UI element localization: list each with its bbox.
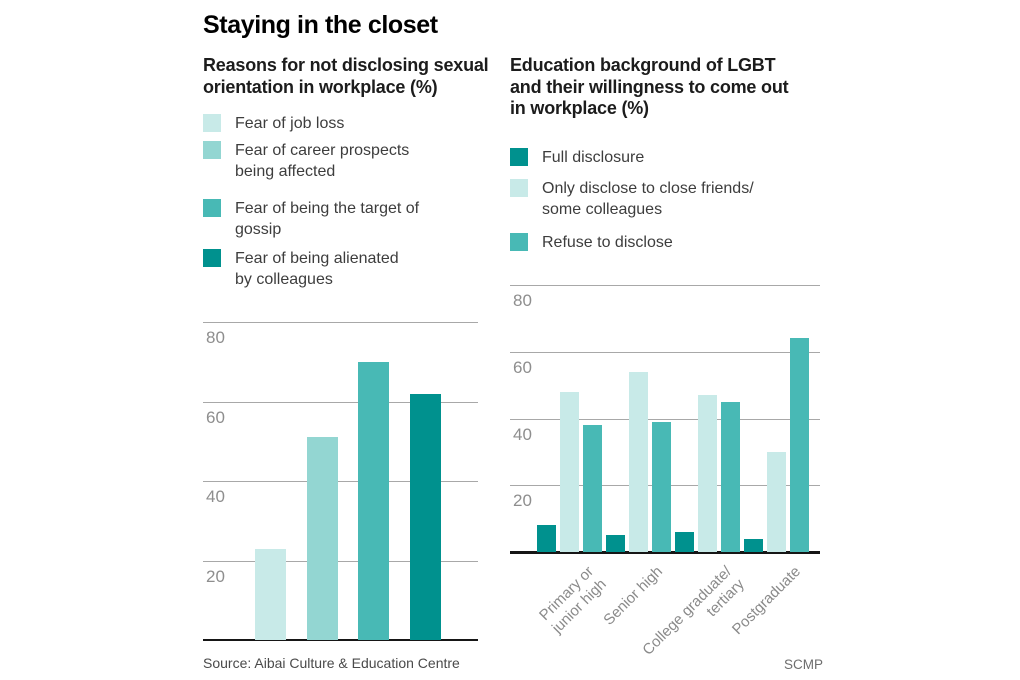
right-chart-title: Education background of LGBT and their w… [510, 55, 789, 118]
bar [560, 391, 579, 552]
source-note: Source: Aibai Culture & Education Centre [203, 655, 460, 671]
y-axis-tick-label: 60 [206, 407, 225, 427]
y-axis-tick-label: 60 [513, 357, 532, 377]
bar [358, 361, 390, 640]
y-axis-tick-label: 80 [513, 291, 532, 310]
bar [767, 451, 786, 552]
y-axis-tick-label: 80 [206, 328, 225, 347]
left-chart-plot: 80 60 40 20 [203, 322, 478, 641]
legend-item: Full disclosure [510, 147, 644, 168]
x-axis-category-label: Primary or junior high [536, 563, 610, 637]
legend-item: Refuse to disclose [510, 232, 673, 253]
x-axis-line [203, 639, 478, 641]
left-chart-title: Reasons for not disclosing sexual orient… [203, 55, 489, 97]
right-chart-plot: 80 60 40 20 Primary or junior high Senior hig… [510, 285, 820, 659]
gridline [510, 351, 820, 353]
x-axis-line [510, 551, 820, 554]
gridline [203, 560, 478, 562]
legend-swatch-icon [203, 141, 221, 159]
legend-swatch-icon [510, 179, 528, 197]
legend-item: Fear of being alienated by colleagues [203, 248, 399, 290]
legend-label: Full disclosure [542, 149, 645, 166]
bar [790, 338, 809, 552]
page-title: Staying in the closet [203, 11, 438, 39]
legend-item: Fear of career prospects being affected [203, 140, 409, 182]
legend-swatch-icon [203, 114, 221, 132]
legend-swatch-icon [510, 233, 528, 251]
gridline [203, 481, 478, 482]
legend-label: Fear of career prospects being affected [235, 142, 410, 180]
bar [606, 535, 625, 552]
y-axis-tick-label: 20 [206, 566, 225, 586]
legend-item: Fear of being the target of gossip [203, 198, 419, 240]
bar [721, 401, 740, 552]
gridline [510, 418, 820, 420]
bar [306, 437, 338, 640]
bar [675, 532, 694, 552]
y-axis-tick-label: 40 [513, 424, 532, 444]
gridline [510, 285, 820, 286]
legend-item: Fear of job loss [203, 113, 344, 134]
bar [537, 525, 556, 552]
bar [629, 371, 648, 552]
credit-scmp: SCMP [784, 657, 824, 672]
bar [410, 393, 442, 640]
legend-label: Only disclose to close friends/ some col… [542, 180, 754, 218]
legend-label: Fear of job loss [235, 115, 345, 132]
legend-swatch-icon [510, 148, 528, 166]
bar [652, 421, 671, 552]
legend-swatch-icon [203, 199, 221, 217]
gridline [203, 401, 478, 403]
bar [583, 425, 602, 552]
y-axis-tick-label: 20 [513, 491, 532, 511]
legend-item: Only disclose to close friends/ some col… [510, 178, 754, 220]
legend-label: Fear of being alienated by colleagues [235, 250, 399, 288]
bar [744, 538, 763, 552]
bar [698, 395, 717, 552]
y-axis-tick-label: 40 [206, 487, 225, 506]
gridline [203, 322, 478, 323]
bar [255, 548, 286, 640]
legend-label: Fear of being the target of gossip [235, 200, 420, 238]
legend-swatch-icon [203, 249, 221, 267]
legend-label: Refuse to disclose [542, 234, 673, 251]
